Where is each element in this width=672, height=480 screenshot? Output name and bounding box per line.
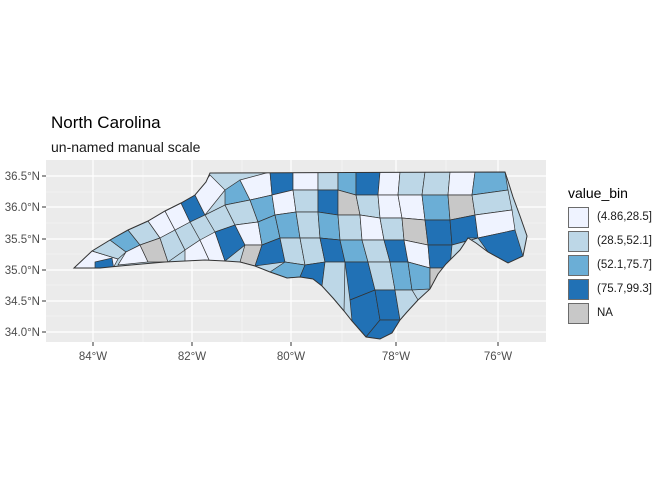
x-tick-label: 78°W — [382, 351, 410, 363]
x-tick-label: 76°W — [484, 351, 512, 363]
x-tick-label: 82°W — [178, 351, 206, 363]
map-title: North Carolina — [51, 113, 161, 132]
legend-label: (4.86,28.5] — [597, 211, 652, 223]
legend-title: value_bin — [568, 185, 628, 201]
state-outline — [72, 171, 528, 340]
legend-swatch — [568, 278, 589, 300]
y-axis: 36.5°N 36.0°N 35.5°N 35.0°N 34.5°N 34.0°… — [5, 171, 46, 339]
y-tick-label: 36.5°N — [5, 171, 40, 183]
x-tick-label: 84°W — [79, 351, 107, 363]
legend-item: NA — [568, 302, 613, 324]
legend-item: (28.5,52.1] — [568, 230, 652, 252]
y-tick-label: 35.5°N — [5, 234, 40, 246]
legend-swatch — [568, 206, 589, 228]
legend-item: (4.86,28.5] — [568, 206, 652, 228]
legend-swatch — [568, 254, 589, 276]
legend-label: (52.1,75.7] — [597, 259, 652, 271]
legend-item: (75.7,99.3] — [568, 278, 652, 300]
legend-swatch — [568, 230, 589, 252]
map-subtitle: un-named manual scale — [51, 139, 201, 155]
legend-label: NA — [597, 307, 613, 319]
y-tick-label: 36.0°N — [5, 202, 40, 214]
legend-swatch — [568, 302, 589, 324]
legend-label: (28.5,52.1] — [597, 235, 652, 247]
y-tick-label: 34.5°N — [5, 296, 40, 308]
legend-label: (75.7,99.3] — [597, 283, 652, 295]
y-tick-label: 35.0°N — [5, 265, 40, 277]
x-tick-label: 80°W — [277, 351, 305, 363]
y-tick-label: 34.0°N — [5, 327, 40, 339]
legend-item: (52.1,75.7] — [568, 254, 652, 276]
x-axis: 84°W 82°W 80°W 78°W 76°W — [79, 342, 512, 363]
